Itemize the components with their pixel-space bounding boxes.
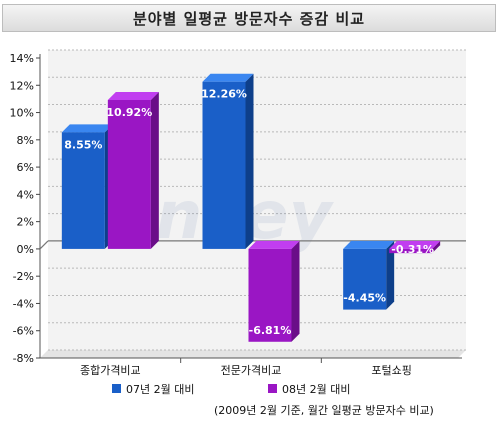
bar-side bbox=[291, 240, 300, 342]
bar-side bbox=[150, 92, 159, 249]
y-tick-label: 8% bbox=[17, 134, 34, 147]
category-label: 전문가격비교 bbox=[221, 364, 282, 377]
data-label: 12.26% bbox=[201, 88, 247, 101]
bar-top bbox=[202, 73, 254, 82]
y-tick-label: -8% bbox=[13, 352, 34, 365]
bar-top bbox=[248, 240, 300, 249]
bar-side bbox=[432, 240, 441, 254]
data-label: -4.45% bbox=[343, 292, 386, 305]
legend-swatch bbox=[112, 384, 121, 393]
y-axis-ticks: 14% 12% 10% 8% 6% 4% 2% 0% -2% -4% -6% -8% bbox=[10, 52, 40, 365]
bar-front bbox=[248, 248, 292, 342]
bar bbox=[107, 92, 159, 249]
zero-line-edge bbox=[39, 240, 49, 250]
bar-front bbox=[202, 81, 246, 249]
footnote: (2009년 2월 기준, 월간 일평균 방문자수 비교) bbox=[214, 403, 434, 417]
chart-title-bar: 분야별 일평균 방문자수 증감 비교 bbox=[2, 4, 496, 32]
legend-label: 07년 2월 대비 bbox=[126, 383, 194, 396]
legend-label: 08년 2월 대비 bbox=[282, 383, 350, 396]
y-tick-label: 0% bbox=[17, 243, 34, 256]
category-label: 포털쇼핑 bbox=[371, 364, 411, 377]
bar bbox=[248, 240, 300, 342]
bar-front bbox=[389, 248, 433, 254]
y-tick-label: 12% bbox=[10, 79, 34, 92]
y-tick-label: 4% bbox=[17, 188, 34, 201]
data-label: -6.81% bbox=[249, 324, 292, 337]
bar-top bbox=[107, 92, 159, 100]
chart-title: 분야별 일평균 방문자수 증감 비교 bbox=[132, 9, 366, 28]
category-label: 종합가격비교 bbox=[80, 364, 141, 377]
y-tick-label: 2% bbox=[17, 216, 34, 229]
y-tick-label: 14% bbox=[10, 52, 34, 65]
bar bbox=[202, 73, 254, 249]
data-label: -0.31% bbox=[391, 243, 434, 256]
bar-front bbox=[107, 100, 151, 249]
bar-top bbox=[61, 124, 113, 133]
data-labels: 8.55% 10.92% 12.26% -6.81% -4.45% -0.31% bbox=[64, 88, 434, 337]
bar bbox=[61, 124, 113, 249]
bar-top bbox=[343, 240, 395, 249]
legend-swatch bbox=[268, 384, 277, 393]
bar bbox=[343, 240, 395, 310]
y-tick-label: -2% bbox=[13, 270, 34, 283]
bar-side bbox=[245, 73, 254, 249]
y-tick-label: 10% bbox=[10, 107, 34, 120]
y-tick-label: -6% bbox=[13, 325, 34, 338]
y-tick-label: 6% bbox=[17, 161, 34, 174]
bar-side bbox=[386, 240, 395, 310]
bar-front bbox=[61, 132, 105, 249]
bar bbox=[389, 240, 441, 254]
data-label: 8.55% bbox=[64, 138, 102, 151]
plot-floor bbox=[40, 350, 466, 358]
category-labels: 종합가격비교 전문가격비교 포털쇼핑 bbox=[80, 364, 412, 377]
data-label: 10.92% bbox=[106, 106, 152, 119]
y-tick-label: -4% bbox=[13, 297, 34, 310]
legend: 07년 2월 대비 08년 2월 대비 bbox=[112, 383, 350, 396]
bars bbox=[61, 73, 441, 342]
bar-front bbox=[343, 248, 387, 310]
bar-top bbox=[389, 240, 441, 249]
